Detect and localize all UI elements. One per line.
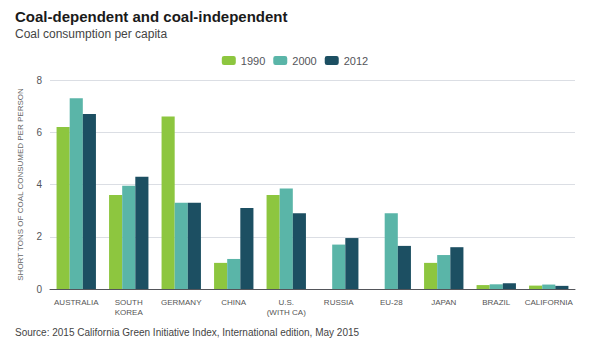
svg-text:SHORT TONS OF COAL CONSUMED PE: SHORT TONS OF COAL CONSUMED PER PERSON xyxy=(16,88,25,281)
svg-text:0: 0 xyxy=(36,284,42,295)
svg-text:6: 6 xyxy=(36,127,42,138)
svg-text:4: 4 xyxy=(36,179,42,190)
svg-text:KOREA: KOREA xyxy=(115,308,144,317)
svg-text:U.S.: U.S. xyxy=(278,298,294,307)
svg-text:8: 8 xyxy=(36,75,42,86)
svg-text:Coal-dependent and coal-indepe: Coal-dependent and coal-independent xyxy=(15,8,288,25)
svg-text:SOUTH: SOUTH xyxy=(115,298,143,307)
svg-text:CHINA: CHINA xyxy=(221,298,247,307)
svg-text:Source: 2015 California Green: Source: 2015 California Green Initiative… xyxy=(15,327,360,338)
svg-text:Coal consumption per capita: Coal consumption per capita xyxy=(15,27,167,41)
svg-text:(WITH CA): (WITH CA) xyxy=(267,308,306,317)
svg-text:2000: 2000 xyxy=(292,55,316,67)
svg-text:AUSTRALIA: AUSTRALIA xyxy=(54,298,99,307)
svg-text:RUSSIA: RUSSIA xyxy=(324,298,354,307)
svg-text:BRAZIL: BRAZIL xyxy=(482,298,511,307)
svg-text:2: 2 xyxy=(36,231,42,242)
svg-text:JAPAN: JAPAN xyxy=(431,298,456,307)
svg-text:1990: 1990 xyxy=(241,55,265,67)
svg-text:EU-28: EU-28 xyxy=(380,298,403,307)
svg-text:GERMANY: GERMANY xyxy=(161,298,202,307)
svg-text:CALIFORNIA: CALIFORNIA xyxy=(525,298,574,307)
svg-text:2012: 2012 xyxy=(344,55,368,67)
